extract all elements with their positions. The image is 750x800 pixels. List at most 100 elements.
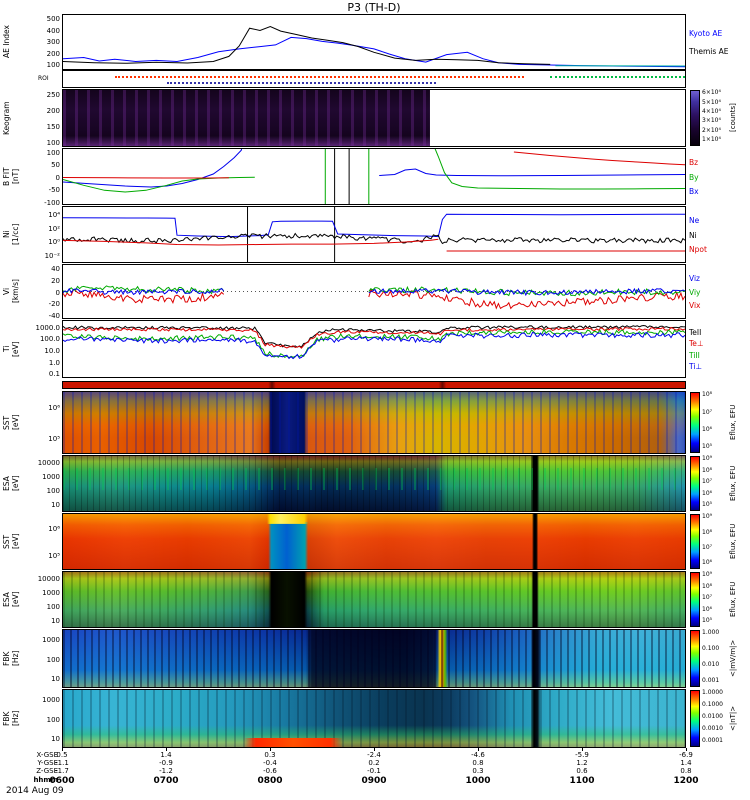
axis-value-X-GSE-3: -2.4 <box>367 751 381 759</box>
axis-value-Y-GSE-3: 0.2 <box>368 759 380 767</box>
ti-axis-label: Ti [eV] <box>2 341 20 357</box>
vi-legend-2: Vix <box>689 301 701 311</box>
time-tick-4 <box>478 748 479 751</box>
bfit-legend-0: Bz <box>689 158 699 168</box>
bfit-ytick-3: -50 <box>48 186 60 194</box>
panel-ti <box>62 320 686 378</box>
keo-axis-label: Keogram <box>2 101 11 135</box>
axis-value-Z-GSE-2: -0.6 <box>263 767 277 775</box>
fbk_e-ytick-2: 10 <box>51 675 60 684</box>
time-tick-0 <box>62 748 63 751</box>
series-TeII <box>63 324 685 348</box>
series-Bx <box>63 149 243 188</box>
esa_i-ytick-1: 1000 <box>42 472 60 481</box>
keo-ytick-0: 250 <box>46 91 60 100</box>
bfit-ytick-4: -100 <box>44 198 60 207</box>
ti-legend-0: TeII <box>689 327 702 337</box>
esa_i-cbar-tick-4: 10⁵ <box>702 501 713 509</box>
ti-plot-svg <box>63 324 685 360</box>
panel-vi <box>62 264 686 319</box>
axis-value-hhmm-1: 0700 <box>153 776 179 786</box>
sst_e-cbar-tick-1: 10⁸ <box>702 528 713 536</box>
series-Viy <box>368 285 685 297</box>
keo-colorbar <box>690 90 700 146</box>
fbk_e-axis-label: FBK [Hz] <box>2 650 20 667</box>
keo-cbar-tick-5: 1×10⁴ <box>702 136 721 144</box>
axis-value-X-GSE-0: 0.5 <box>56 751 68 759</box>
axis-value-Z-GSE-1: -1.2 <box>159 767 173 775</box>
esa_i-cbar-label: Eflux, EFU <box>729 465 737 502</box>
axis-value-hhmm-6: 1200 <box>673 776 699 786</box>
esa_i-ytick-2: 100 <box>46 487 60 496</box>
roi-mark-2 <box>550 75 685 78</box>
panel-ni <box>62 206 686 263</box>
roi-mark-1 <box>166 81 437 84</box>
axis-value-Z-GSE-4: 0.3 <box>472 767 484 775</box>
series-By <box>434 149 685 190</box>
bfit-legend-1: By <box>689 172 699 182</box>
bfit-ytick-1: 50 <box>51 161 60 169</box>
axis-value-Z-GSE-5: 0.6 <box>576 767 588 775</box>
sst_i-cbar-tick-3: 10⁵ <box>702 442 713 450</box>
vi-ytick-0: 40 <box>51 264 60 273</box>
page-title: P3 (TH-D) <box>347 1 401 14</box>
sst_i-cbar-tick-0: 10⁸ <box>702 391 713 399</box>
ae-ytick-3: 200 <box>46 49 60 58</box>
fbk_b-axis-label: FBK [Hz] <box>2 710 20 727</box>
panel-roi <box>62 70 686 88</box>
panel-sst_i <box>62 391 686 454</box>
esa_e-cbar-tick-2: 10⁷ <box>702 594 713 602</box>
axis-row-label-Z-GSE: Z-GSE <box>36 767 58 775</box>
panel-sst_e <box>62 513 686 570</box>
time-tick-5 <box>582 748 583 751</box>
esa_i-cbar-tick-1: 10⁸ <box>702 466 713 474</box>
axis-value-Y-GSE-6: 1.4 <box>680 759 692 767</box>
ae-ytick-0: 500 <box>46 15 60 24</box>
esa_e-ytick-2: 100 <box>46 603 60 612</box>
sst_i-axis-label: SST [eV] <box>2 414 20 431</box>
axis-value-X-GSE-6: -6.9 <box>679 751 693 759</box>
axis-value-Z-GSE-3: -0.1 <box>367 767 381 775</box>
axis-value-hhmm-2: 0800 <box>257 776 283 786</box>
fbk_e-cbar-tick-0: 1.000 <box>702 629 720 637</box>
esa_e-cbar-tick-4: 10⁵ <box>702 617 713 625</box>
fbk_e-cbar-tick-1: 0.100 <box>702 645 720 653</box>
time-tick-2 <box>270 748 271 751</box>
fbk_e-colorbar <box>690 630 700 687</box>
axis-value-X-GSE-4: -4.6 <box>471 751 485 759</box>
fbk_b-cbar-tick-2: 0.0100 <box>702 713 723 721</box>
fbk_e-cbar-label: <|mV/m|> <box>729 639 737 678</box>
axis-value-X-GSE-1: 1.4 <box>160 751 172 759</box>
ni-axis-label: Ni [1/cc] <box>2 223 20 246</box>
esa_e-axis-label: ESA [eV] <box>2 591 20 608</box>
panel-fbk_b <box>62 689 686 748</box>
axis-value-hhmm-3: 0900 <box>361 776 387 786</box>
vi-ytick-2: 0 <box>55 288 60 297</box>
ni-ytick-2: 10⁰ <box>48 238 60 247</box>
series-Themis AE <box>63 25 551 65</box>
esa_i-ytick-0: 10000 <box>37 458 60 467</box>
sst_i-cbar-label: Eflux, EFU <box>729 404 737 441</box>
ae-ytick-1: 400 <box>46 26 60 35</box>
ae-ytick-2: 300 <box>46 38 60 47</box>
esa_e-ytick-3: 10 <box>51 617 60 626</box>
vi-axis-label: Vi [km/s] <box>2 279 20 304</box>
ae-axis-label: AE Index <box>2 25 11 59</box>
series-Vix <box>63 288 225 304</box>
series-TiII <box>63 328 685 359</box>
time-tick-1 <box>166 748 167 751</box>
axis-row-label-Y-GSE: Y-GSE <box>37 759 58 767</box>
vi-ytick-3: -20 <box>48 300 60 309</box>
axis-row-label-X-GSE: X-GSE <box>36 751 58 759</box>
axis-value-hhmm-0: 0600 <box>49 776 75 786</box>
axis-value-Z-GSE-0: -1.7 <box>55 767 69 775</box>
axis-value-hhmm-5: 1100 <box>569 776 595 786</box>
time-tick-3 <box>374 748 375 751</box>
ti-ytick-4: 0.1 <box>48 370 60 379</box>
series-Ti⊥ <box>63 331 685 360</box>
ni-legend-1: Ni <box>689 230 697 240</box>
keo-cbar-label: [counts] <box>729 103 737 133</box>
series-By <box>63 176 255 193</box>
sst_e-ytick-1: 10⁵ <box>48 552 60 561</box>
